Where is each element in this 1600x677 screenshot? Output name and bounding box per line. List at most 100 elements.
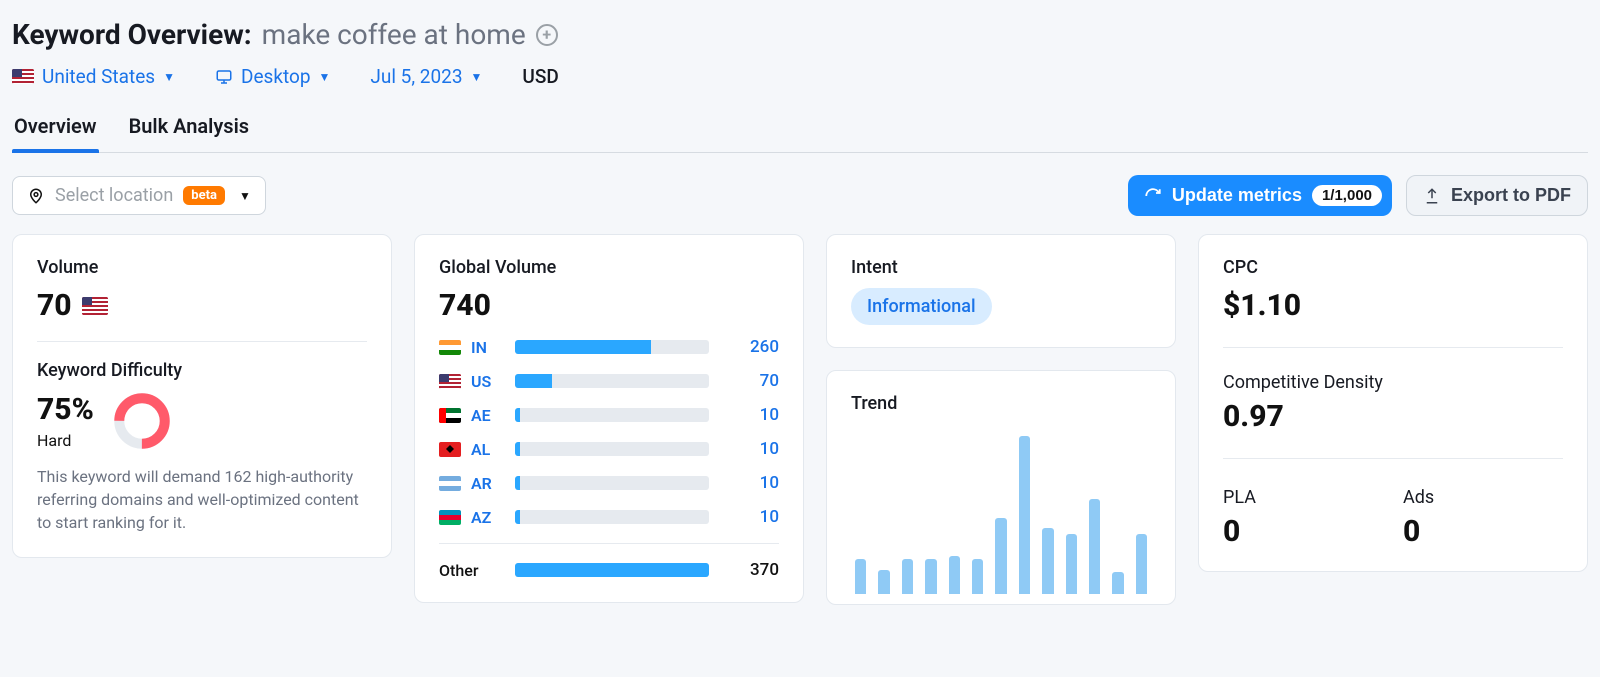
country-code: AE [471,406,505,425]
density-title: Competitive Density [1223,372,1563,393]
update-count-badge: 1/1,000 [1312,185,1382,206]
update-metrics-label: Update metrics [1172,185,1302,206]
export-icon [1423,187,1441,205]
page-title-keyword: make coffee at home [262,18,526,51]
select-location-placeholder: Select location [55,185,173,206]
global-volume-row[interactable]: AR 10 [439,473,779,493]
date-filter[interactable]: Jul 5, 2023 ▼ [370,65,482,88]
chevron-down-icon: ▼ [319,70,331,84]
az-flag-icon [439,510,461,525]
trend-bar [1136,534,1147,594]
export-pdf-label: Export to PDF [1451,185,1571,206]
tab-bulk-analysis[interactable]: Bulk Analysis [127,106,252,152]
ae-flag-icon [439,408,461,423]
pla-value: 0 [1223,514,1383,549]
pla-title: PLA [1223,487,1383,508]
intent-card: Intent Informational [826,234,1176,348]
trend-bar [972,559,983,594]
chevron-down-icon: ▼ [163,70,175,84]
kd-label: Hard [37,431,94,450]
other-label: Other [439,561,495,580]
volume-bar [515,442,709,456]
trend-bar [925,559,936,594]
trend-bar [1089,499,1100,594]
volume-bar [515,510,709,524]
country-code: IN [471,338,505,357]
country-code: AR [471,474,505,493]
volume-title: Volume [37,257,367,278]
tab-overview[interactable]: Overview [12,106,99,152]
kd-title: Keyword Difficulty [37,360,367,381]
cpc-card: CPC $1.10 Competitive Density 0.97 PLA 0… [1198,234,1588,572]
device-filter[interactable]: Desktop ▼ [215,65,330,88]
country-code: AZ [471,508,505,527]
select-location-dropdown[interactable]: Select location beta ▼ [12,176,266,215]
beta-badge: beta [183,186,225,205]
density-value: 0.97 [1223,399,1563,434]
volume-bar [515,408,709,422]
kd-description: This keyword will demand 162 high-author… [37,465,367,535]
refresh-icon [1144,187,1162,205]
us-flag-icon [439,374,461,389]
trend-bar [1066,534,1077,594]
global-volume-row-other[interactable]: Other 370 [439,543,779,580]
cpc-value: $1.10 [1223,288,1301,323]
export-pdf-button[interactable]: Export to PDF [1406,175,1588,216]
add-keyword-icon[interactable]: + [536,24,558,46]
us-flag-icon [12,69,34,84]
kd-donut-chart [112,391,172,451]
country-filter[interactable]: United States ▼ [12,65,175,88]
chevron-down-icon: ▼ [239,189,251,203]
page-title-prefix: Keyword Overview: [12,18,252,51]
trend-chart [851,424,1151,594]
trend-bar [902,559,913,594]
update-metrics-button[interactable]: Update metrics 1/1,000 [1128,175,1392,216]
tabs: Overview Bulk Analysis [12,106,1588,153]
intent-badge: Informational [851,288,992,325]
country-volume: 70 [719,371,779,391]
date-filter-label: Jul 5, 2023 [370,65,462,88]
country-volume: 10 [719,507,779,527]
country-volume: 10 [719,473,779,493]
global-volume-row[interactable]: US 70 [439,371,779,391]
country-code: US [471,372,505,391]
ads-title: Ads [1403,487,1563,508]
trend-bar [995,518,1006,594]
desktop-icon [215,68,233,86]
volume-card: Volume 70 Keyword Difficulty 75% Hard Th… [12,234,392,558]
chevron-down-icon: ▼ [471,70,483,84]
volume-value: 70 [37,288,72,323]
device-filter-label: Desktop [241,65,311,88]
volume-bar [515,563,709,577]
trend-title: Trend [851,393,1151,414]
trend-bar [1042,528,1053,594]
trend-card: Trend [826,370,1176,605]
volume-bar [515,340,709,354]
location-pin-icon [27,187,45,205]
ads-value: 0 [1403,514,1563,549]
country-filter-label: United States [42,65,155,88]
us-flag-icon [82,297,108,315]
currency-label: USD [522,65,558,88]
country-code: AL [471,440,505,459]
country-volume: 260 [719,337,779,357]
trend-bar [949,556,960,594]
global-volume-value: 740 [439,288,491,323]
global-volume-card: Global Volume 740 IN260US70AE10AL10AR10A… [414,234,804,603]
global-volume-row[interactable]: IN 260 [439,337,779,357]
trend-bar [1112,572,1123,594]
global-volume-title: Global Volume [439,257,779,278]
trend-bar [1019,436,1030,594]
global-volume-row[interactable]: AZ 10 [439,507,779,527]
ar-flag-icon [439,476,461,491]
cpc-title: CPC [1223,257,1563,278]
global-volume-row[interactable]: AL 10 [439,439,779,459]
country-volume: 10 [719,405,779,425]
global-volume-row[interactable]: AE 10 [439,405,779,425]
country-volume: 10 [719,439,779,459]
volume-bar [515,374,709,388]
trend-bar [878,570,889,594]
kd-value: 75% [37,392,94,427]
trend-bar [855,559,866,594]
other-volume: 370 [719,560,779,580]
